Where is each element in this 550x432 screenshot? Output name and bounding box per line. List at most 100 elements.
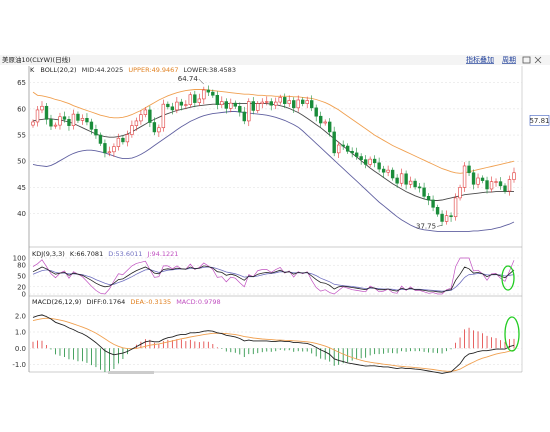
candle-up bbox=[175, 101, 179, 111]
candle-up bbox=[256, 103, 260, 111]
main-grid: 40 45 50 55 60 65 bbox=[17, 79, 522, 218]
candle-up bbox=[202, 89, 206, 100]
candle-up bbox=[134, 120, 139, 126]
last-price-tag: 57.81 bbox=[529, 117, 549, 125]
kdj-lines bbox=[32, 257, 515, 295]
main-y-tick-label: 45 bbox=[17, 184, 26, 192]
main-y-tick-label: 55 bbox=[17, 132, 26, 140]
candle-up bbox=[116, 137, 121, 147]
high-price-marker: 64.74 bbox=[178, 75, 199, 83]
kdj-k-value: K:66.7081 bbox=[70, 250, 103, 258]
candle-down bbox=[381, 168, 386, 173]
candle-down bbox=[224, 101, 228, 109]
candle-down bbox=[215, 94, 220, 105]
candle-down bbox=[292, 100, 296, 109]
kdj-y-tick-label: 0 bbox=[22, 291, 26, 299]
macd-diff-value: DIFF:0.1764 bbox=[86, 298, 125, 306]
candle-up bbox=[188, 94, 193, 105]
kdj-legend: KDJ(9,3,3) K:66.7081 D:53.6011 J:94.1221 bbox=[32, 250, 178, 258]
candle-down bbox=[345, 145, 350, 152]
kdj-y-tick-label: 50 bbox=[17, 273, 26, 281]
candlesticks bbox=[31, 85, 516, 226]
candle-up bbox=[157, 127, 161, 133]
boll-lower-value: LOWER:38.4583 bbox=[184, 66, 236, 74]
scrollbar-thumb[interactable] bbox=[108, 371, 154, 374]
candle-up bbox=[107, 151, 112, 154]
indicator-overlay-button[interactable]: 指标叠加 bbox=[466, 55, 494, 64]
candle-down bbox=[193, 94, 197, 103]
candle-down bbox=[426, 196, 431, 201]
candle-down bbox=[76, 113, 80, 121]
candle-up bbox=[453, 197, 458, 218]
boll-lower-line bbox=[32, 111, 515, 232]
candle-down bbox=[449, 215, 453, 218]
maximize-icon[interactable] bbox=[522, 56, 531, 64]
candle-up bbox=[399, 173, 404, 184]
candle-up bbox=[296, 99, 300, 109]
period-button[interactable]: 周期 bbox=[502, 56, 516, 64]
candle-down bbox=[233, 102, 237, 107]
candle-down bbox=[179, 101, 184, 106]
symbol-title: 美原油10(CLYW)(日线) bbox=[2, 55, 71, 64]
boll-upper-line bbox=[32, 89, 515, 174]
candle-down bbox=[148, 109, 152, 123]
candle-down bbox=[503, 185, 507, 192]
candle-down bbox=[283, 97, 287, 104]
annotations: 64.74 37.75 57.81 bbox=[178, 75, 550, 352]
candle-down bbox=[85, 118, 89, 123]
candle-down bbox=[485, 180, 489, 190]
candle-up bbox=[229, 102, 233, 109]
candle-up bbox=[35, 109, 40, 123]
candle-down bbox=[498, 181, 503, 187]
candle-down bbox=[211, 91, 215, 96]
boll-bands bbox=[32, 89, 515, 232]
boll-upper-value: UPPER:49.9467 bbox=[128, 66, 178, 74]
last-price-tag-box bbox=[529, 115, 550, 126]
candle-down bbox=[413, 180, 417, 188]
candle-down bbox=[269, 101, 273, 106]
candle-up bbox=[40, 105, 44, 111]
boll-mid-value: MID:44.2025 bbox=[82, 66, 124, 74]
high-marker-leader bbox=[198, 78, 204, 85]
candle-down bbox=[310, 100, 314, 109]
candle-down bbox=[372, 158, 377, 164]
candle-down bbox=[354, 152, 359, 157]
candle-up bbox=[53, 124, 58, 127]
candle-down bbox=[89, 121, 94, 130]
candle-up bbox=[197, 98, 202, 103]
kdj-j-value: J:94.1221 bbox=[146, 250, 178, 258]
candle-up bbox=[507, 179, 512, 192]
kdj-d-value: D:53.6011 bbox=[108, 250, 142, 258]
main-indicator-name: K bbox=[30, 66, 35, 74]
candle-up bbox=[184, 104, 188, 106]
boll-label: BOLL(20,2) bbox=[40, 66, 76, 74]
candle-down bbox=[435, 207, 440, 215]
candle-up bbox=[512, 172, 516, 180]
kdj-y-tick-label: 20 bbox=[17, 283, 26, 291]
candle-down bbox=[314, 107, 318, 117]
candle-up bbox=[80, 118, 85, 121]
candle-up bbox=[444, 215, 449, 222]
candle-up bbox=[386, 169, 390, 173]
kdj-y-tick-label: 80 bbox=[17, 262, 26, 270]
candle-up bbox=[408, 180, 413, 185]
macd-label: MACD(26,12,9) bbox=[32, 298, 81, 306]
candle-down bbox=[170, 106, 175, 111]
candle-down bbox=[467, 165, 471, 174]
candle-down bbox=[395, 177, 399, 184]
candle-down bbox=[359, 156, 363, 160]
main-y-tick-label: 50 bbox=[17, 158, 26, 166]
macd-hist-value: MACD:0.9798 bbox=[176, 298, 220, 306]
candle-up bbox=[112, 146, 116, 153]
kdj-k-line bbox=[32, 265, 515, 293]
close-icon[interactable] bbox=[534, 56, 542, 64]
candle-down bbox=[319, 115, 323, 124]
macd-dea-value: DEA:-0.3135 bbox=[130, 298, 171, 306]
candle-up bbox=[58, 116, 62, 126]
candle-up bbox=[247, 101, 251, 122]
candle-down bbox=[431, 199, 435, 208]
candle-up bbox=[265, 101, 269, 103]
candle-down bbox=[166, 103, 170, 108]
